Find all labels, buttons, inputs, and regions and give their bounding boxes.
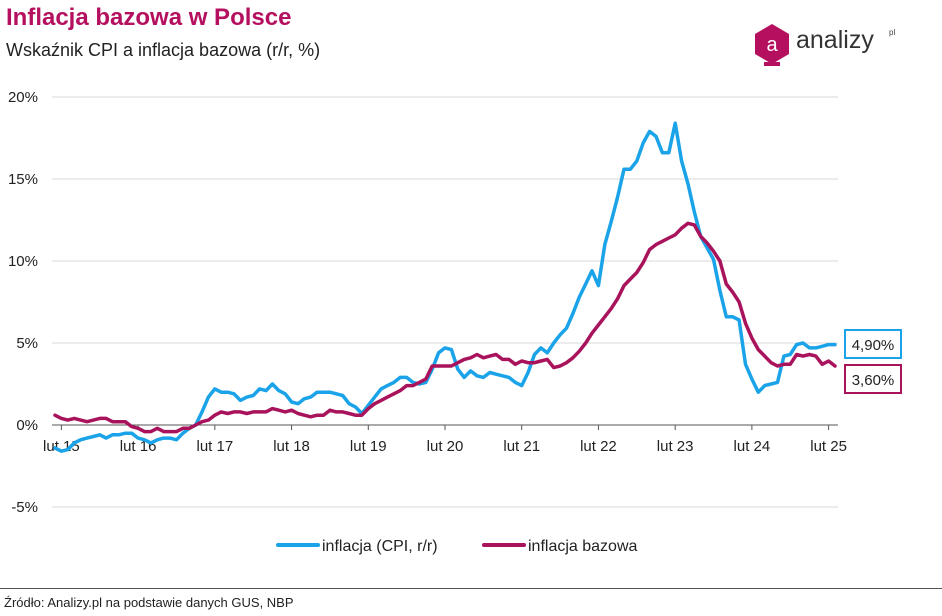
x-tick-label: lut 20: [427, 438, 464, 455]
logo-sup: pl: [889, 28, 896, 37]
chart-title: Inflacja bazowa w Polsce: [6, 4, 292, 31]
footer-divider: [0, 588, 942, 589]
x-tick-label: lut 21: [503, 438, 540, 455]
y-tick-label: 0%: [16, 417, 38, 434]
x-tick-label: lut 16: [120, 438, 157, 455]
logo-text: analizy: [796, 26, 874, 54]
analizy-logo-icon: a: [755, 24, 789, 66]
x-tick-label: lut 15: [43, 438, 80, 455]
series-line-core: [53, 221, 837, 434]
y-tick-label: 15%: [8, 171, 38, 188]
legend-label-core: inflacja bazowa: [528, 538, 638, 555]
series-line-cpi: [53, 121, 837, 453]
cpi-end-label: 4,90%: [852, 337, 895, 354]
source-note: Źródło: Analizy.pl na podstawie danych G…: [4, 595, 294, 610]
x-tick-label: lut 19: [350, 438, 387, 455]
x-tick-label: lut 22: [580, 438, 617, 455]
core-end-label-box: [844, 364, 902, 394]
x-tick-label: lut 17: [196, 438, 233, 455]
y-tick-label: -5%: [11, 499, 38, 516]
logo-glyph: a: [766, 34, 778, 56]
core-end-label: 3,60%: [852, 372, 895, 389]
y-tick-label: 10%: [8, 253, 38, 270]
line-chart: 20% 15% 10% 5% 0% -5% lut 15 lut 16 lut 17 lut 18…: [8, 89, 902, 555]
x-tick-label: lut 24: [734, 438, 771, 455]
y-tick-label: 5%: [16, 335, 38, 352]
chart-subtitle: Wskaźnik CPI a inflacja bazowa (r/r, %): [6, 40, 321, 60]
x-tick-label: lut 18: [273, 438, 310, 455]
x-tick-label: lut 23: [657, 438, 694, 455]
y-tick-label: 20%: [8, 89, 38, 106]
legend-label-cpi: inflacja (CPI, r/r): [322, 538, 438, 555]
x-tick-label: lut 25: [810, 438, 847, 455]
cpi-end-label-box: [844, 329, 902, 359]
analizy-logo[interactable]: a analizy pl: [752, 22, 912, 68]
